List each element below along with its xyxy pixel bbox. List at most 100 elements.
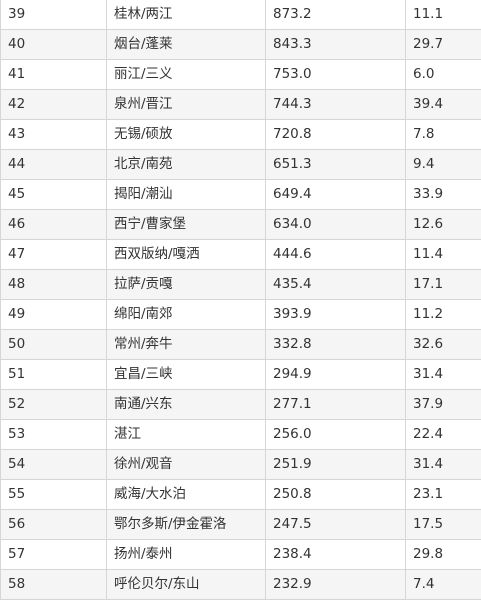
value-cell: 873.2 xyxy=(266,0,406,30)
value-cell: 444.6 xyxy=(266,240,406,270)
rank-cell: 50 xyxy=(1,330,107,360)
rank-cell: 55 xyxy=(1,480,107,510)
rank-cell: 52 xyxy=(1,390,107,420)
airport-cell: 徐州/观音 xyxy=(107,450,266,480)
airport-cell: 北京/南苑 xyxy=(107,150,266,180)
rank-cell: 49 xyxy=(1,300,107,330)
airport-cell: 西双版纳/嘎洒 xyxy=(107,240,266,270)
value-cell: 843.3 xyxy=(266,30,406,60)
growth-cell: 29.7 xyxy=(406,30,481,60)
growth-cell: 31.4 xyxy=(406,360,481,390)
value-cell: 651.3 xyxy=(266,150,406,180)
growth-cell: 6.0 xyxy=(406,60,481,90)
value-cell: 277.1 xyxy=(266,390,406,420)
growth-cell: 12.6 xyxy=(406,210,481,240)
value-cell: 649.4 xyxy=(266,180,406,210)
rank-cell: 57 xyxy=(1,540,107,570)
growth-cell: 22.4 xyxy=(406,420,481,450)
growth-cell: 11.4 xyxy=(406,240,481,270)
airport-cell: 鄂尔多斯/伊金霍洛 xyxy=(107,510,266,540)
airport-cell: 拉萨/贡嘎 xyxy=(107,270,266,300)
value-cell: 634.0 xyxy=(266,210,406,240)
airport-cell: 丽江/三义 xyxy=(107,60,266,90)
growth-cell: 32.6 xyxy=(406,330,481,360)
rank-cell: 44 xyxy=(1,150,107,180)
rank-cell: 43 xyxy=(1,120,107,150)
growth-cell: 17.5 xyxy=(406,510,481,540)
airport-cell: 无锡/硕放 xyxy=(107,120,266,150)
value-cell: 294.9 xyxy=(266,360,406,390)
value-cell: 435.4 xyxy=(266,270,406,300)
rank-cell: 53 xyxy=(1,420,107,450)
airport-cell: 揭阳/潮汕 xyxy=(107,180,266,210)
value-cell: 232.9 xyxy=(266,570,406,600)
value-cell: 720.8 xyxy=(266,120,406,150)
value-cell: 238.4 xyxy=(266,540,406,570)
rank-cell: 41 xyxy=(1,60,107,90)
value-cell: 744.3 xyxy=(266,90,406,120)
airport-cell: 宜昌/三峡 xyxy=(107,360,266,390)
airport-cell: 常州/奔牛 xyxy=(107,330,266,360)
growth-cell: 7.8 xyxy=(406,120,481,150)
growth-cell: 23.1 xyxy=(406,480,481,510)
growth-cell: 37.9 xyxy=(406,390,481,420)
rank-cell: 42 xyxy=(1,90,107,120)
rank-cell: 46 xyxy=(1,210,107,240)
airport-cell: 湛江 xyxy=(107,420,266,450)
rank-cell: 45 xyxy=(1,180,107,210)
rank-cell: 51 xyxy=(1,360,107,390)
value-cell: 332.8 xyxy=(266,330,406,360)
growth-cell: 39.4 xyxy=(406,90,481,120)
growth-cell: 11.1 xyxy=(406,0,481,30)
value-cell: 256.0 xyxy=(266,420,406,450)
airport-cell: 泉州/晋江 xyxy=(107,90,266,120)
rank-cell: 58 xyxy=(1,570,107,600)
airport-cell: 扬州/泰州 xyxy=(107,540,266,570)
growth-cell: 29.8 xyxy=(406,540,481,570)
value-cell: 247.5 xyxy=(266,510,406,540)
rank-cell: 47 xyxy=(1,240,107,270)
rank-cell: 54 xyxy=(1,450,107,480)
airport-cell: 桂林/两江 xyxy=(107,0,266,30)
growth-cell: 17.1 xyxy=(406,270,481,300)
rank-cell: 48 xyxy=(1,270,107,300)
airport-cell: 呼伦贝尔/东山 xyxy=(107,570,266,600)
airport-cell: 绵阳/南郊 xyxy=(107,300,266,330)
airport-cell: 烟台/蓬莱 xyxy=(107,30,266,60)
airport-cell: 西宁/曹家堡 xyxy=(107,210,266,240)
growth-cell: 11.2 xyxy=(406,300,481,330)
growth-cell: 7.4 xyxy=(406,570,481,600)
value-cell: 250.8 xyxy=(266,480,406,510)
airport-cell: 南通/兴东 xyxy=(107,390,266,420)
rank-cell: 40 xyxy=(1,30,107,60)
growth-cell: 33.9 xyxy=(406,180,481,210)
growth-cell: 9.4 xyxy=(406,150,481,180)
rank-cell: 39 xyxy=(1,0,107,30)
rank-cell: 56 xyxy=(1,510,107,540)
value-cell: 393.9 xyxy=(266,300,406,330)
growth-cell: 31.4 xyxy=(406,450,481,480)
value-cell: 753.0 xyxy=(266,60,406,90)
value-cell: 251.9 xyxy=(266,450,406,480)
